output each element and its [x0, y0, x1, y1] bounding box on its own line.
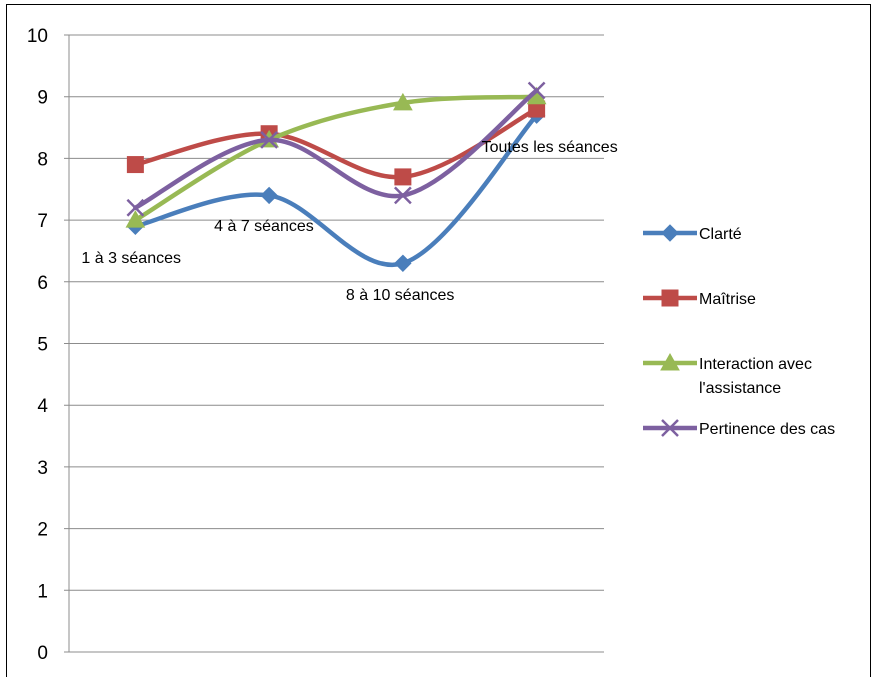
y-tick-label: 8 [37, 149, 48, 170]
y-tick-label: 6 [37, 273, 48, 294]
y-tick-label: 2 [37, 520, 48, 541]
y-tick-label: 9 [37, 88, 48, 109]
chart-border [7, 5, 871, 678]
category-label: 1 à 3 séances [81, 250, 181, 267]
legend-marker [662, 290, 678, 306]
y-tick-label: 4 [37, 396, 48, 417]
legend-label: Pertinence des cas [699, 421, 835, 438]
y-tick-label: 7 [37, 211, 48, 232]
legend-label: Clarté [699, 226, 742, 243]
category-label: 8 à 10 séances [346, 287, 455, 304]
y-tick-label: 10 [27, 26, 48, 47]
legend-label: Maîtrise [699, 291, 756, 308]
data-point [395, 169, 411, 185]
category-label: Toutes les séances [482, 139, 618, 156]
data-point [127, 157, 143, 173]
y-tick-label: 3 [37, 458, 48, 479]
category-label: 4 à 7 séances [214, 218, 314, 235]
y-tick-label: 1 [37, 581, 48, 602]
y-tick-label: 0 [37, 643, 48, 664]
y-tick-label: 5 [37, 335, 48, 356]
